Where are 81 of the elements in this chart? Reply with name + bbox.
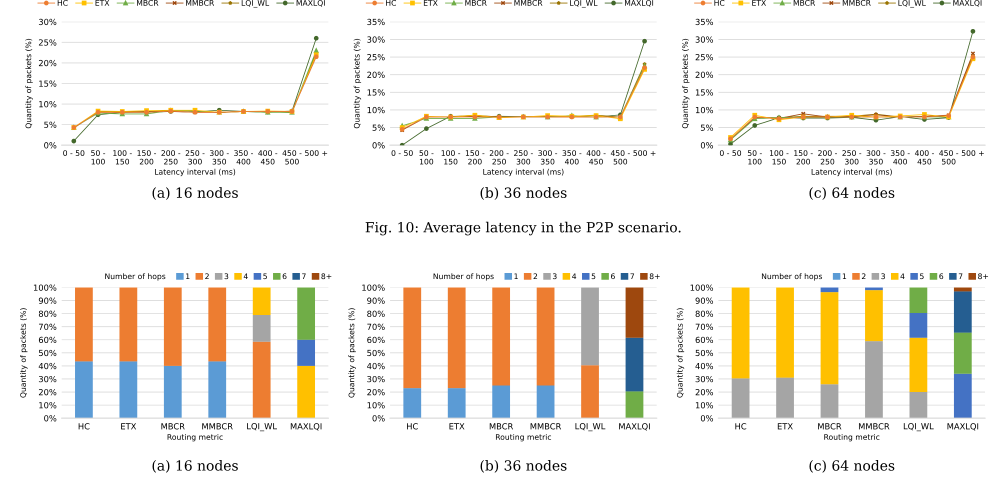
y-tick-label: 35% (696, 18, 714, 26)
y-tick-label: 30% (38, 376, 56, 382)
text: (a) 16 nodes (152, 187, 238, 200)
y-tick-label: 5% (700, 124, 714, 131)
x-tick-label: HC (78, 423, 90, 430)
y-tick-label: 25% (367, 54, 385, 60)
x-tick-label: MBCR (818, 423, 842, 430)
text: (b) 36 nodes (480, 460, 567, 473)
y-tick-label: 10% (368, 402, 385, 408)
y-tick-label: 20% (696, 72, 714, 78)
y-tick-label: 70% (38, 324, 56, 330)
x-tick-label: ETX (121, 423, 136, 430)
x-tick-label: MAXLQI (290, 423, 322, 430)
x-tick-label: ETX (778, 423, 793, 430)
y-tick-label: 5% (372, 124, 385, 131)
y-tick-label: 80% (38, 310, 56, 317)
y-tick-label: 25% (38, 39, 56, 46)
x-tick-label: LQI_WL (247, 423, 277, 432)
y-tick-label: 40% (367, 362, 385, 370)
y-tick-label: 60% (367, 336, 385, 344)
y-tick-label: 90% (696, 298, 714, 304)
x-tick-label: MBCR (490, 423, 514, 430)
y-tick-label: 20% (367, 389, 385, 396)
y-tick-label: 15% (696, 89, 714, 96)
y-tick-label: 0% (44, 415, 56, 422)
y-tick-label: 0% (372, 415, 385, 422)
x-tick-label: LQI_WL (904, 423, 934, 432)
x-tick-label: MAXLQI (948, 423, 978, 430)
y-tick-label: 80% (696, 310, 714, 317)
y-tick-label: 15% (368, 89, 385, 96)
y-tick-label: 50% (367, 350, 385, 356)
y-tick-label: 60% (38, 336, 56, 344)
x-tick-label: MBCR (161, 423, 185, 430)
text: (c) 64 nodes (809, 460, 894, 473)
y-tick-label: 20% (38, 60, 56, 66)
y-tick-label: 0% (44, 142, 56, 148)
y-tick-label: 30% (696, 36, 714, 43)
y-tick-label: 60% (696, 336, 714, 344)
y-tick-label: 90% (38, 298, 56, 304)
x-tick-label: HC (407, 423, 418, 430)
x-tick-label: MMBCR (858, 423, 890, 430)
x-tick-label: MMBCR (530, 423, 562, 430)
y-tick-label: 20% (696, 389, 714, 396)
y-tick-label: 15% (39, 80, 56, 87)
y-tick-label: 10% (368, 106, 385, 114)
caption: Fig. 10: Average latency in the P2P scenario. (366, 222, 681, 236)
y-tick-label: 30% (696, 376, 714, 382)
y-tick-label: 0% (372, 142, 385, 148)
y-tick-label: 80% (367, 310, 385, 317)
text: (a) 16 nodes (152, 460, 238, 473)
y-tick-label: 30% (367, 36, 385, 43)
y-tick-label: 10% (39, 402, 56, 408)
y-tick-label: 10% (696, 402, 714, 408)
y-tick-label: 70% (367, 324, 385, 330)
y-tick-label: 5% (44, 122, 56, 128)
y-tick-label: 100% (362, 284, 385, 291)
x-tick-label: MMBCR (202, 423, 233, 430)
y-tick-label: 0% (700, 415, 714, 422)
y-tick-label: 20% (38, 389, 56, 396)
y-tick-label: 30% (367, 376, 385, 382)
x-tick-label: ETX (449, 423, 464, 430)
x-tick-label: LQI_WL (575, 423, 606, 432)
y-tick-label: 35% (367, 18, 385, 26)
y-tick-label: 20% (367, 72, 385, 78)
text: (c) 64 nodes (809, 187, 894, 200)
y-tick-label: 50% (696, 350, 714, 356)
y-tick-label: 70% (696, 324, 714, 330)
y-tick-label: 50% (38, 350, 56, 356)
x-tick-label: HC (735, 423, 746, 430)
text: (b) 36 nodes (480, 187, 567, 200)
y-tick-label: 40% (38, 362, 56, 370)
y-tick-label: 40% (695, 362, 714, 370)
y-tick-label: 100% (34, 284, 56, 291)
y-tick-label: 10% (696, 106, 714, 114)
y-tick-label: 25% (696, 54, 714, 60)
x-tick-label: MAXLQI (619, 423, 650, 430)
y-tick-label: 0% (700, 142, 714, 148)
y-tick-label: 90% (367, 298, 385, 304)
y-tick-label: 100% (690, 284, 714, 291)
y-tick-label: 10% (39, 101, 56, 108)
y-tick-label: 30% (38, 18, 56, 26)
